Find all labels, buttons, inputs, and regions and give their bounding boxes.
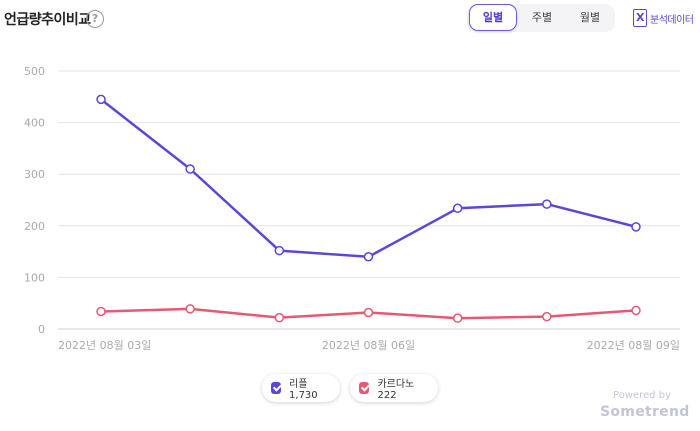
checkbox-icon (359, 382, 370, 394)
period-monthly-button[interactable]: 월별 (579, 11, 601, 24)
y-tick-label: 0 (38, 323, 45, 336)
x-tick-label: 2022년 08월 06일 (322, 338, 415, 352)
export-data-label: 분석데이터 (650, 14, 694, 26)
period-daily-button[interactable]: 일별 (469, 4, 517, 31)
data-point (363, 307, 374, 318)
x-tick-label: 2022년 08월 09일 (587, 338, 680, 352)
data-point (185, 304, 195, 314)
data-point (274, 245, 285, 256)
data-point (631, 222, 641, 232)
data-point (542, 311, 552, 322)
data-point (96, 306, 106, 317)
y-tick-label: 300 (24, 168, 45, 181)
export-data-button[interactable]: X 분석데이터 (633, 9, 694, 27)
help-icon[interactable]: ? (86, 10, 104, 28)
legend-item-ripple[interactable]: 리플 1,730 (262, 374, 340, 402)
x-tick-label: 2022년 08월 03일 (58, 338, 151, 352)
line-chart: 0 100 200 300 400 500 2022년 08월 03일 2022년 08월 0… (24, 65, 680, 352)
y-tick-label: 200 (24, 220, 45, 233)
data-point (96, 94, 106, 105)
data-point (452, 203, 463, 214)
data-point (542, 199, 552, 209)
excel-icon: X (633, 9, 647, 27)
powered-by-text: Powered by (613, 390, 671, 401)
y-tick-label: 400 (24, 117, 45, 130)
legend-label: 카르다노 222 (377, 379, 415, 401)
data-point (274, 312, 285, 323)
brand-logo: Sometrend (600, 404, 690, 420)
period-weekly-button[interactable]: 주별 (531, 11, 553, 24)
y-tick-label: 100 (24, 271, 45, 284)
y-tick-label: 500 (24, 65, 45, 78)
chart-header: 언급량추이비교 ? 일별 주별 월별 X 분석데이터 (0, 0, 700, 40)
checkbox-icon (271, 382, 282, 394)
legend-label: 리플 1,730 (289, 379, 318, 401)
period-toggle: 일별 주별 월별 (467, 4, 615, 32)
data-point (363, 252, 374, 262)
legend-item-cardano[interactable]: 카르다노 222 (350, 374, 438, 402)
page-title: 언급량추이비교 (4, 12, 91, 28)
data-point (631, 305, 641, 316)
data-point (452, 313, 463, 323)
data-point (185, 164, 195, 174)
